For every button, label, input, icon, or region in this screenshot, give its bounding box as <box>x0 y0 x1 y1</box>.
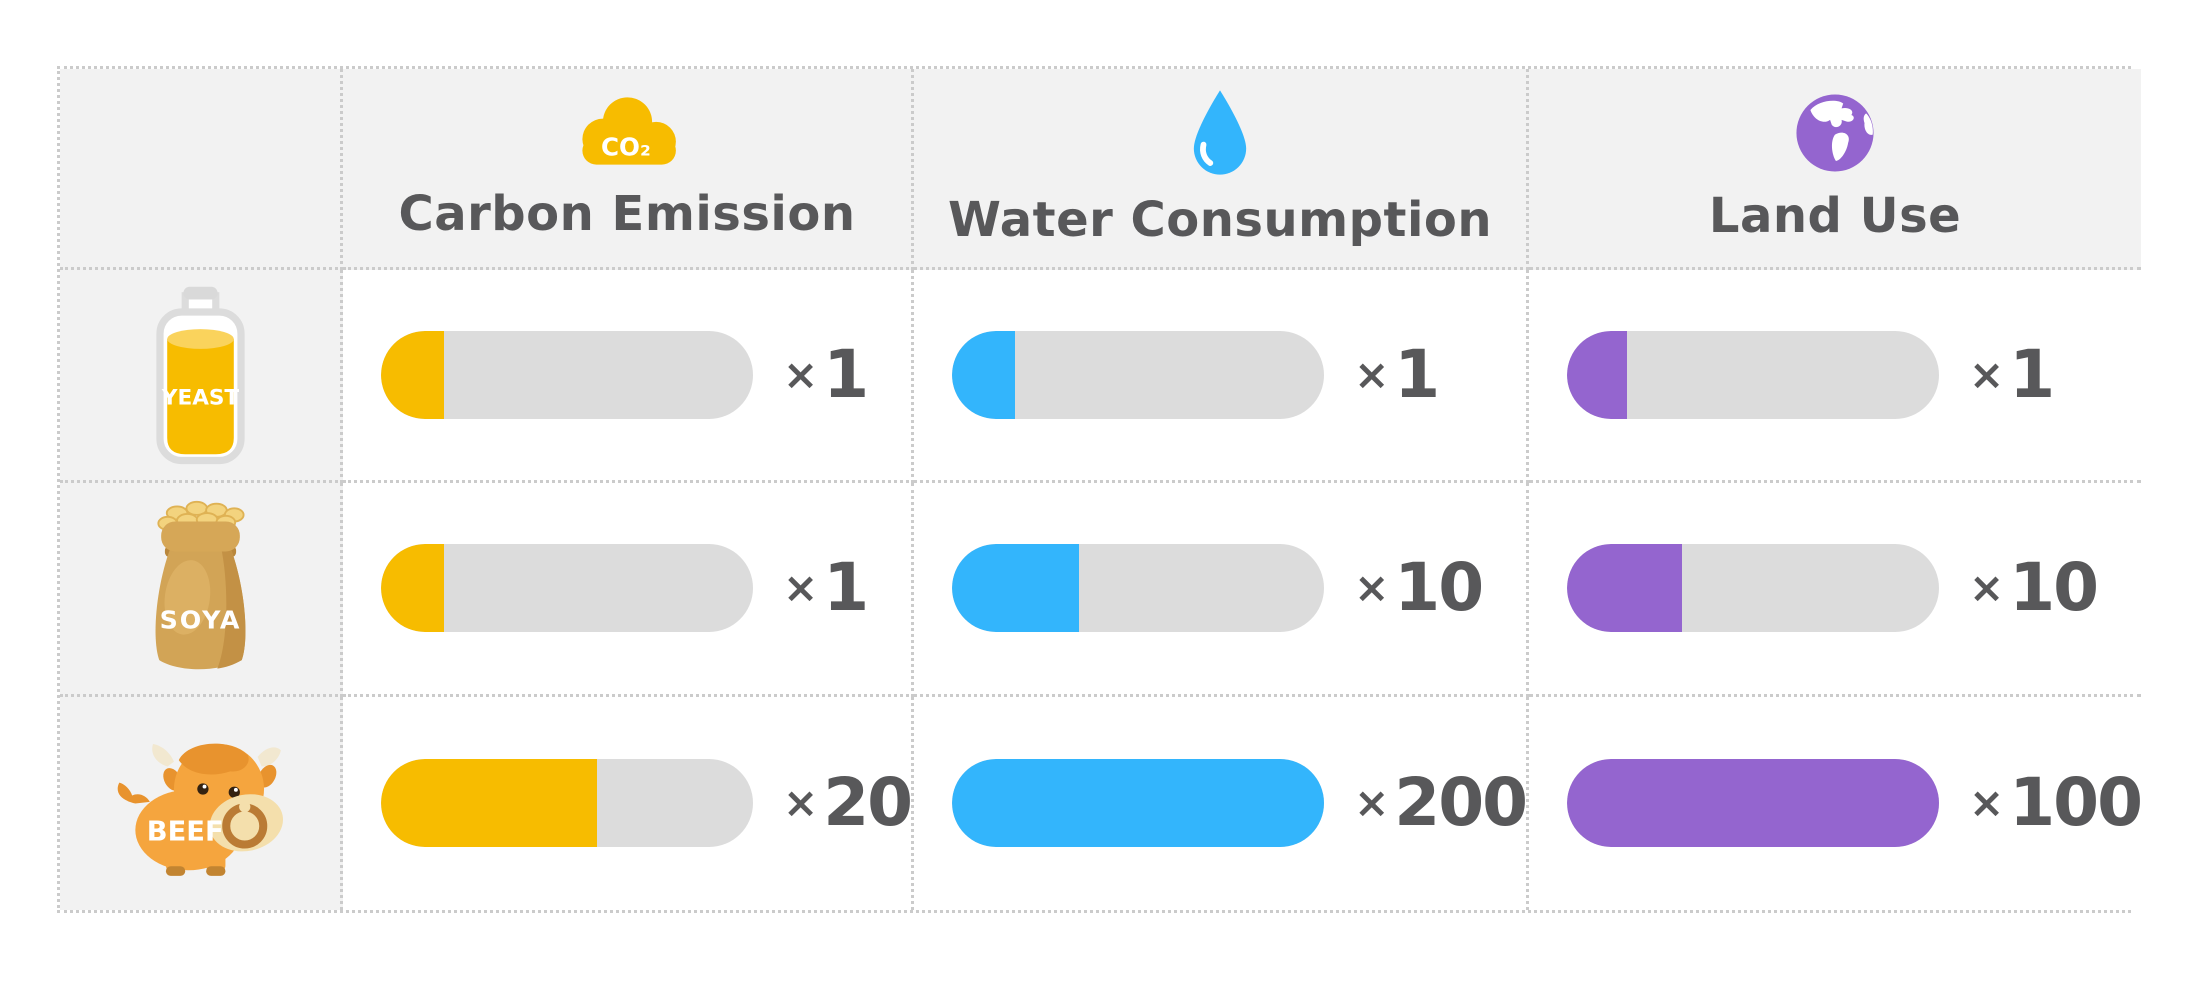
multiplier-label: × 100 <box>1969 764 2143 842</box>
yeast-label: YEAST <box>160 386 239 411</box>
impact-cell-yeast-land: × 1 <box>1529 270 2142 484</box>
impact-cell-beef-carbon: × 20 <box>343 696 915 910</box>
impact-bar-fill <box>1567 544 1683 633</box>
multiplier-value: 1 <box>823 336 869 414</box>
impact-bar-track <box>1567 759 1940 848</box>
times-symbol: × <box>1969 350 2005 400</box>
impact-bar-track <box>952 331 1325 420</box>
multiplier-label: × 1 <box>783 336 869 414</box>
impact-bar-fill <box>952 331 1016 420</box>
co2-icon-text: CO₂ <box>601 133 651 162</box>
impact-bar-fill <box>381 331 445 420</box>
water-drop-icon <box>1193 90 1247 175</box>
impact-bar-track <box>1567 544 1940 633</box>
food-cell-soya: SOYA <box>60 483 343 697</box>
food-cell-yeast: YEAST <box>60 270 343 484</box>
yeast-jar-icon: YEAST <box>155 286 245 465</box>
impact-cell-yeast-carbon: × 1 <box>343 270 915 484</box>
impact-cell-beef-water: × 200 <box>914 696 1530 910</box>
impact-cell-soya-land: × 10 <box>1529 483 2142 697</box>
impact-bar-fill <box>1567 759 1940 848</box>
times-symbol: × <box>1354 350 1390 400</box>
header-land-use: Land Use <box>1529 69 2142 270</box>
multiplier-label: × 1 <box>1969 336 2055 414</box>
beef-label: BEEF <box>146 816 223 847</box>
impact-bar-track <box>381 331 753 420</box>
impact-cell-soya-carbon: × 1 <box>343 483 915 697</box>
impact-bar-fill <box>381 544 445 633</box>
impact-bar-track <box>952 544 1325 633</box>
times-symbol: × <box>1354 778 1390 828</box>
impact-cell-beef-land: × 100 <box>1529 696 2143 910</box>
impact-table: CO₂ Carbon Emission Water Consumption La… <box>57 66 2143 913</box>
multiplier-value: 200 <box>1394 764 1528 842</box>
multiplier-value: 1 <box>1394 336 1440 414</box>
column-title-water: Water Consumption <box>948 192 1493 248</box>
impact-bar-track <box>952 759 1325 848</box>
impact-cell-soya-water: × 10 <box>914 483 1530 697</box>
column-title-carbon: Carbon Emission <box>398 186 856 242</box>
soya-sack-icon: SOYA <box>155 501 245 670</box>
times-symbol: × <box>783 778 819 828</box>
multiplier-label: × 1 <box>1354 336 1440 414</box>
multiplier-value: 10 <box>1394 549 1484 627</box>
impact-bar-track <box>381 544 753 633</box>
times-symbol: × <box>783 350 819 400</box>
multiplier-label: × 20 <box>783 764 913 842</box>
times-symbol: × <box>1354 563 1390 613</box>
multiplier-value: 1 <box>823 549 869 627</box>
co2-cloud-icon: CO₂ <box>581 97 676 165</box>
multiplier-label: × 1 <box>783 549 869 627</box>
multiplier-label: × 200 <box>1354 764 1528 842</box>
header-water-consumption: Water Consumption <box>914 69 1530 270</box>
impact-bar-track <box>1567 331 1940 420</box>
impact-cell-yeast-water: × 1 <box>914 270 1530 484</box>
times-symbol: × <box>1969 778 2005 828</box>
times-symbol: × <box>783 563 819 613</box>
multiplier-value: 10 <box>2009 549 2099 627</box>
soya-label: SOYA <box>159 606 241 635</box>
beef-cow-icon: BEEF <box>117 743 283 876</box>
column-title-land: Land Use <box>1708 188 1962 244</box>
globe-icon <box>1796 94 1874 172</box>
multiplier-value: 100 <box>2009 764 2143 842</box>
times-symbol: × <box>1969 563 2005 613</box>
multiplier-label: × 10 <box>1354 549 1484 627</box>
impact-bar-fill <box>1567 331 1627 420</box>
multiplier-value: 20 <box>823 764 913 842</box>
multiplier-label: × 10 <box>1969 549 2099 627</box>
impact-bar-fill <box>381 759 597 848</box>
food-cell-beef: BEEF <box>60 696 343 910</box>
impact-bar-fill <box>952 544 1079 633</box>
impact-bar-track <box>381 759 753 848</box>
header-carbon-emission: CO₂ Carbon Emission <box>343 69 915 270</box>
corner-cell <box>60 69 343 270</box>
multiplier-value: 1 <box>2009 336 2055 414</box>
impact-bar-fill <box>952 759 1325 848</box>
